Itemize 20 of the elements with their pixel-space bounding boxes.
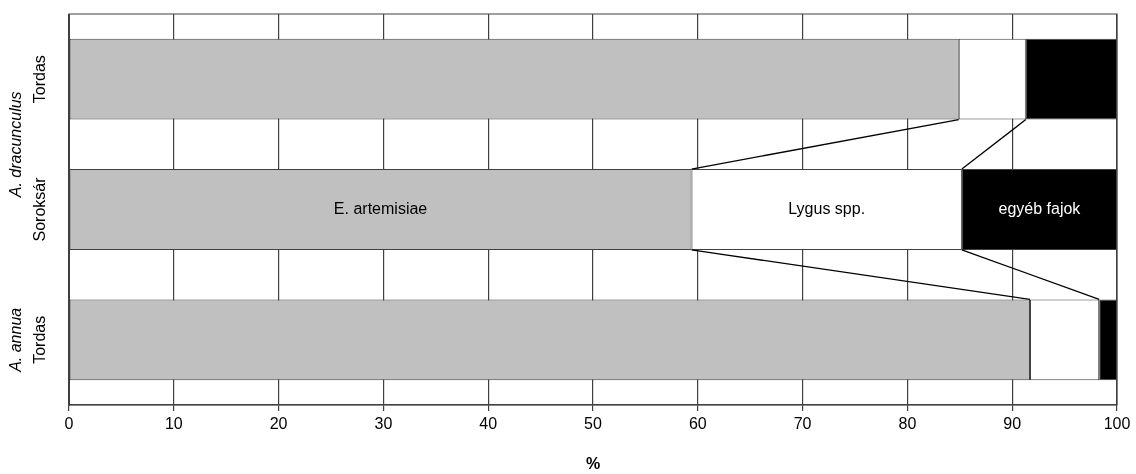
series-label: egyéb fajok	[998, 199, 1082, 217]
x-tick-label: 70	[793, 415, 812, 433]
x-axis-title: %	[585, 454, 601, 472]
text: A. dracunculus	[7, 91, 25, 199]
x-tick-label: 10	[164, 415, 183, 433]
text: A. annua	[7, 307, 25, 373]
series-label: E. artemisiae	[333, 199, 428, 217]
x-tick-label: 20	[269, 415, 288, 433]
y-tick-label: Tordas	[31, 55, 49, 104]
y-tick-label: Soroksár	[31, 176, 49, 242]
x-tick-label: 30	[374, 415, 393, 433]
y-tick-label: Tordas	[31, 315, 49, 364]
x-tick-label: 90	[1003, 415, 1022, 433]
x-tick-label: 50	[584, 415, 602, 433]
x-tick-label: 60	[688, 415, 707, 433]
x-tick-label: 100	[1103, 415, 1131, 433]
series-label: Lygus spp.	[788, 199, 866, 217]
x-tick-label: 40	[479, 415, 498, 433]
x-tick-label: 0	[64, 415, 74, 433]
x-tick-label: 80	[898, 415, 917, 433]
